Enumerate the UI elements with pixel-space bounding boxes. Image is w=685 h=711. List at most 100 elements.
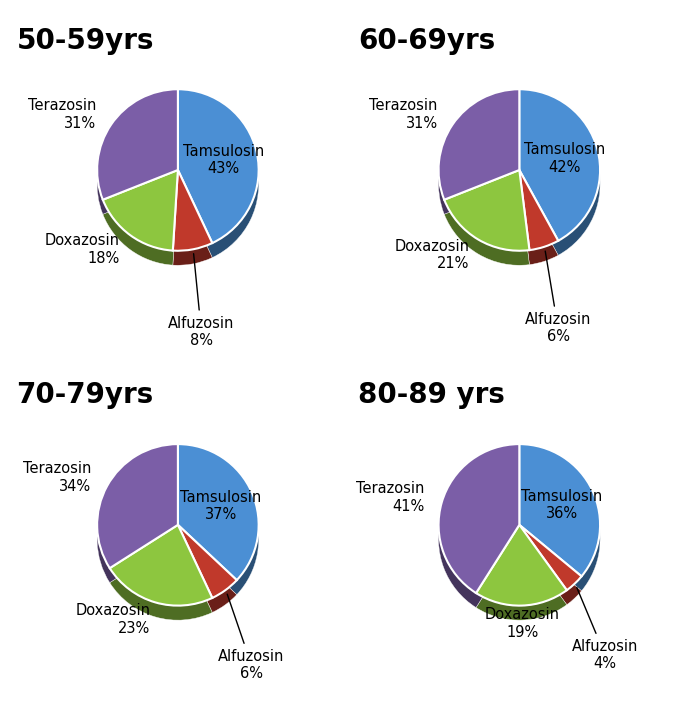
Wedge shape [476,538,566,618]
Wedge shape [519,528,582,593]
Wedge shape [178,530,237,604]
Wedge shape [519,103,600,255]
Wedge shape [97,97,178,208]
Wedge shape [110,534,212,615]
Wedge shape [519,454,600,586]
Wedge shape [438,99,519,209]
Wedge shape [173,178,212,260]
Wedge shape [519,173,558,253]
Text: 50-59yrs: 50-59yrs [16,26,154,55]
Wedge shape [519,459,600,591]
Wedge shape [178,102,259,256]
Text: Terazosin
41%: Terazosin 41% [356,481,425,513]
Wedge shape [476,533,566,614]
Wedge shape [519,179,558,260]
Wedge shape [519,534,582,599]
Wedge shape [110,535,212,616]
Wedge shape [97,450,178,574]
Wedge shape [445,173,530,255]
Wedge shape [110,537,212,617]
Wedge shape [438,444,519,593]
Wedge shape [178,459,259,594]
Wedge shape [519,525,582,590]
Text: Alfuzosin
6%: Alfuzosin 6% [525,251,591,344]
Wedge shape [445,178,530,259]
Wedge shape [173,179,212,260]
Wedge shape [178,450,259,586]
Wedge shape [476,538,566,619]
Wedge shape [519,449,600,581]
Wedge shape [178,457,259,593]
Text: Terazosin
31%: Terazosin 31% [369,98,438,131]
Wedge shape [438,92,519,202]
Wedge shape [97,458,178,582]
Wedge shape [476,525,566,606]
Wedge shape [476,537,566,617]
Wedge shape [110,532,212,613]
Wedge shape [97,92,178,202]
Wedge shape [103,182,178,263]
Wedge shape [438,102,519,213]
Text: Alfuzosin
4%: Alfuzosin 4% [572,587,638,671]
Wedge shape [178,538,237,610]
Wedge shape [438,95,519,205]
Wedge shape [438,93,519,203]
Wedge shape [97,448,178,572]
Wedge shape [519,97,600,248]
Wedge shape [178,528,237,602]
Wedge shape [519,533,582,598]
Wedge shape [173,185,212,265]
Wedge shape [519,446,600,578]
Wedge shape [519,95,600,246]
Wedge shape [97,444,178,568]
Wedge shape [519,452,600,584]
Wedge shape [438,100,519,210]
Wedge shape [97,99,178,209]
Wedge shape [178,527,237,600]
Text: Doxazosin
19%: Doxazosin 19% [485,607,560,639]
Wedge shape [97,447,178,571]
Wedge shape [519,92,600,243]
Wedge shape [110,538,212,619]
Wedge shape [519,174,558,255]
Wedge shape [476,527,566,608]
Wedge shape [97,97,178,207]
Wedge shape [519,170,558,250]
Wedge shape [438,101,519,211]
Wedge shape [445,175,530,256]
Wedge shape [476,534,566,615]
Wedge shape [519,99,600,250]
Wedge shape [438,104,519,214]
Wedge shape [110,525,212,606]
Text: Terazosin
34%: Terazosin 34% [23,461,92,493]
Wedge shape [438,455,519,604]
Wedge shape [445,182,530,263]
Wedge shape [438,451,519,600]
Wedge shape [97,104,178,214]
Wedge shape [438,459,519,608]
Wedge shape [178,101,259,255]
Wedge shape [97,103,178,213]
Wedge shape [519,96,600,247]
Wedge shape [97,454,178,578]
Wedge shape [519,530,582,595]
Wedge shape [438,447,519,596]
Wedge shape [519,526,582,592]
Wedge shape [476,536,566,616]
Wedge shape [476,540,566,620]
Wedge shape [445,179,530,260]
Wedge shape [519,178,558,258]
Wedge shape [97,454,178,577]
Wedge shape [476,525,566,606]
Wedge shape [103,171,178,252]
Wedge shape [103,177,178,258]
Wedge shape [97,95,178,205]
Wedge shape [178,447,259,583]
Wedge shape [519,173,558,254]
Wedge shape [173,184,212,264]
Wedge shape [178,532,237,605]
Wedge shape [445,171,530,252]
Wedge shape [173,170,212,251]
Wedge shape [97,90,178,200]
Wedge shape [519,450,600,582]
